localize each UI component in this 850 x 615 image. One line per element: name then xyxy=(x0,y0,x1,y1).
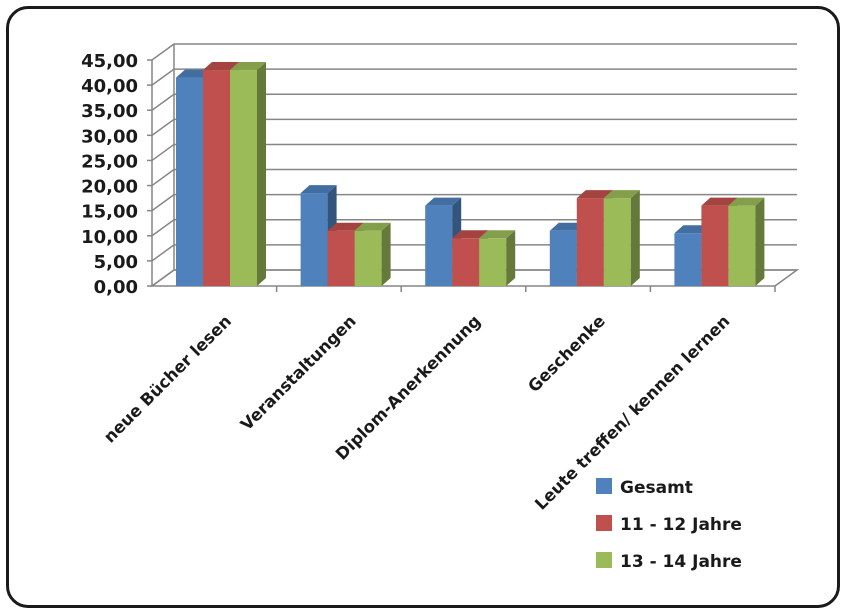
bar-front xyxy=(301,193,328,286)
y-tick-label: 25,00 xyxy=(81,151,138,172)
bar-side xyxy=(257,62,266,286)
bar-front xyxy=(230,70,257,286)
legend-swatch xyxy=(596,515,612,531)
x-tick-label: neue Bücher lesen xyxy=(100,311,235,446)
bar-front xyxy=(728,206,755,286)
bar xyxy=(479,230,515,286)
bar-side xyxy=(631,190,640,286)
bar-front xyxy=(550,231,577,286)
bars-layer xyxy=(176,62,764,286)
y-tick-label: 0,00 xyxy=(94,277,138,298)
bar-front xyxy=(604,198,631,286)
bar xyxy=(355,223,391,286)
gridline xyxy=(152,44,797,60)
bar-side xyxy=(506,230,515,286)
bar-front xyxy=(674,233,701,286)
bar-front xyxy=(701,206,728,286)
bar-front xyxy=(452,238,479,286)
legend-swatch xyxy=(596,552,612,568)
bar-front xyxy=(203,70,230,286)
bar-front xyxy=(176,78,203,286)
y-tick-label: 35,00 xyxy=(81,101,138,122)
y-tick-label: 30,00 xyxy=(81,126,138,147)
bar xyxy=(230,62,266,286)
bar-front xyxy=(479,238,506,286)
x-tick-label: Diplom-Anerkennung xyxy=(332,311,484,463)
bar-side xyxy=(755,198,764,286)
legend-swatch xyxy=(596,478,612,494)
legend-label: Gesamt xyxy=(620,478,693,498)
bar xyxy=(728,198,764,286)
legend-label: 11 - 12 Jahre xyxy=(620,515,742,535)
x-tick-label: Geschenke xyxy=(524,311,609,396)
y-tick-label: 40,00 xyxy=(81,76,138,97)
bar-front xyxy=(328,231,355,286)
y-tick-label: 20,00 xyxy=(81,177,138,198)
legend: Gesamt 11 - 12 Jahre 13 - 14 Jahre xyxy=(596,478,742,572)
y-tick-label: 5,00 xyxy=(94,252,138,273)
bar-front xyxy=(355,231,382,286)
bar xyxy=(604,190,640,286)
x-tick-label: Veranstaltungen xyxy=(237,311,360,434)
legend-label: 13 - 14 Jahre xyxy=(620,552,742,572)
y-tick-label: 45,00 xyxy=(81,51,138,72)
bar-front xyxy=(577,198,604,286)
y-tick-label: 10,00 xyxy=(81,227,138,248)
bar-side xyxy=(382,223,391,286)
bar-front xyxy=(425,206,452,286)
y-tick-label: 15,00 xyxy=(81,202,138,223)
